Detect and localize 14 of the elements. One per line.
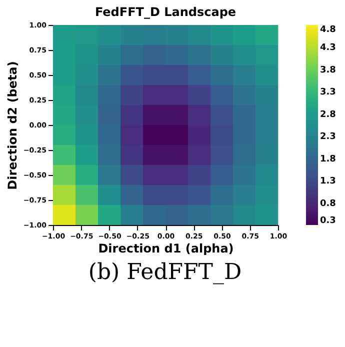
x-axis-title: Direction d1 (alpha): [98, 242, 234, 256]
color-bar-label: 2.3: [320, 132, 336, 142]
color-bar-label: 1.8: [320, 154, 336, 164]
text: (b) FedFFT_D: [88, 260, 242, 285]
chart-title: FedFFT_D Landscape: [94, 5, 236, 19]
y-axis-title: Direction d2 (beta): [5, 61, 20, 190]
color-bar-label: 2.8: [320, 110, 336, 120]
color-bar-label: 0.8: [320, 198, 336, 209]
color-bar-label: 1.3: [320, 176, 336, 187]
color-bar-label: 4.8: [320, 25, 336, 35]
color-bar-label: 4.3: [320, 43, 336, 54]
color-bar-label: 3.3: [320, 88, 336, 98]
color-bar-label: 3.8: [320, 65, 336, 76]
color-bar-label: 0.3: [320, 216, 336, 226]
